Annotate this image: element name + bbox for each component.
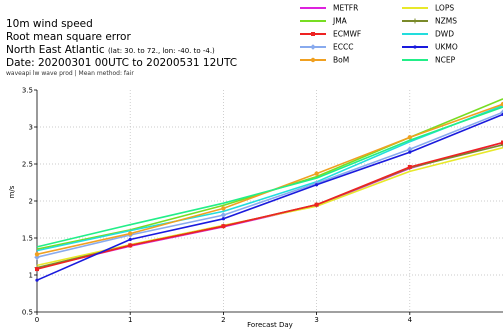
legend-label: NZMS: [435, 17, 457, 26]
legend-entry-jma: JMA: [300, 17, 348, 26]
legend-label: ECCC: [333, 43, 353, 52]
y-tick-label: 2: [29, 198, 33, 206]
legend-entry-bom: BoM: [300, 56, 349, 65]
series-line-ncep: [36, 106, 503, 248]
data-point-ecmwf: [501, 140, 503, 145]
chart-subtitle-date: Date: 20200301 00UTC to 20200531 12UTC: [6, 57, 238, 69]
legend-entry-nzms: NZMS: [402, 17, 457, 26]
data-point-eccc: [407, 146, 413, 152]
y-axis-label: m/s: [8, 185, 16, 198]
series-line-lops: [36, 146, 503, 267]
legend-label: BoM: [333, 56, 349, 65]
x-tick-label: 3: [314, 316, 318, 324]
y-tick-label: 1.5: [22, 235, 33, 243]
series-line-ukmo: [36, 113, 503, 281]
legend-label: ECMWF: [333, 30, 361, 39]
legend-label: DWD: [435, 30, 454, 39]
data-point-ecmwf: [221, 224, 226, 229]
data-point-ukmo: [128, 237, 132, 242]
legend-marker: [310, 57, 316, 63]
legend-label: METFR: [333, 4, 358, 13]
x-tick-label: 2: [221, 316, 225, 324]
series-line-jma: [36, 98, 503, 250]
region-name: North East Atlantic: [6, 44, 105, 56]
data-point-bom: [314, 171, 319, 176]
legend-label: LOPS: [435, 4, 454, 13]
data-point-ecmwf: [407, 164, 412, 169]
y-tick-label: 2.5: [22, 161, 33, 169]
chart-subtitle-metric: Root mean square error: [6, 31, 131, 43]
data-point-eccc: [220, 212, 227, 218]
x-tick-label: 0: [35, 316, 39, 324]
data-point-bom: [128, 231, 133, 236]
data-point-bom: [500, 101, 503, 107]
axes: 0.5 1 1.5 2 2.5 3 3.5 0 1 2 3 4: [22, 87, 503, 324]
data-point-eccc: [34, 254, 40, 261]
grid-lines: [37, 90, 503, 312]
x-tick-label: 4: [408, 316, 413, 324]
data-point-nzms: [500, 142, 503, 148]
data-point-ecmwf: [314, 202, 319, 207]
data-point-ecmwf: [128, 243, 133, 248]
legend-entry-dwd: DWD: [402, 30, 454, 39]
legend-marker: [412, 18, 418, 24]
data-point-ukmo: [221, 217, 225, 221]
y-tick-label: 0.5: [22, 309, 33, 317]
data-point-ukmo: [315, 183, 319, 187]
data-point-ukmo: [35, 278, 39, 282]
data-point-ukmo: [408, 150, 412, 154]
legend: METFR LOPS JMA NZMS ECMWF DWD ECCC UKMO BoM NCEP: [300, 4, 458, 65]
chart-subtitle-method: waveapi lw wave prod | Mean method: fair: [6, 70, 134, 77]
legend-entry-ecmwf: ECMWF: [300, 30, 361, 39]
chart-subtitle-region: North East Atlantic (lat: 30. to 72., lo…: [6, 44, 215, 57]
legend-label: JMA: [332, 17, 348, 26]
legend-marker: [413, 45, 417, 49]
y-tick-label: 1: [29, 272, 33, 280]
region-bounds: (lat: 30. to 72., lon: -40. to -4.): [107, 47, 215, 55]
data-point-bom: [34, 252, 40, 257]
legend-label: UKMO: [435, 43, 458, 52]
data-point-ecmwf: [35, 267, 39, 272]
y-tick-label: 3: [29, 124, 33, 132]
data-point-bom: [407, 135, 412, 140]
legend-marker: [310, 44, 316, 50]
legend-entry-lops: LOPS: [402, 4, 454, 13]
x-tick-label: 1: [128, 316, 132, 324]
x-axis-label: Forecast Day: [247, 321, 293, 329]
series-line-ecmwf: [36, 141, 503, 270]
chart-title: 10m wind speed: [6, 18, 93, 30]
legend-entry-eccc: ECCC: [300, 43, 353, 52]
legend-label: NCEP: [435, 56, 456, 65]
y-tick-label: 3.5: [22, 87, 33, 95]
legend-marker: [311, 32, 315, 36]
legend-entry-ukmo: UKMO: [402, 43, 458, 52]
data-point-bom: [221, 206, 226, 211]
legend-entry-ncep: NCEP: [402, 56, 456, 65]
series-line-dwd: [36, 104, 503, 252]
series-lines: [34, 98, 503, 282]
legend-entry-metfr: METFR: [300, 4, 358, 13]
series-line-eccc: [36, 111, 503, 258]
series-line-bom: [36, 103, 503, 256]
